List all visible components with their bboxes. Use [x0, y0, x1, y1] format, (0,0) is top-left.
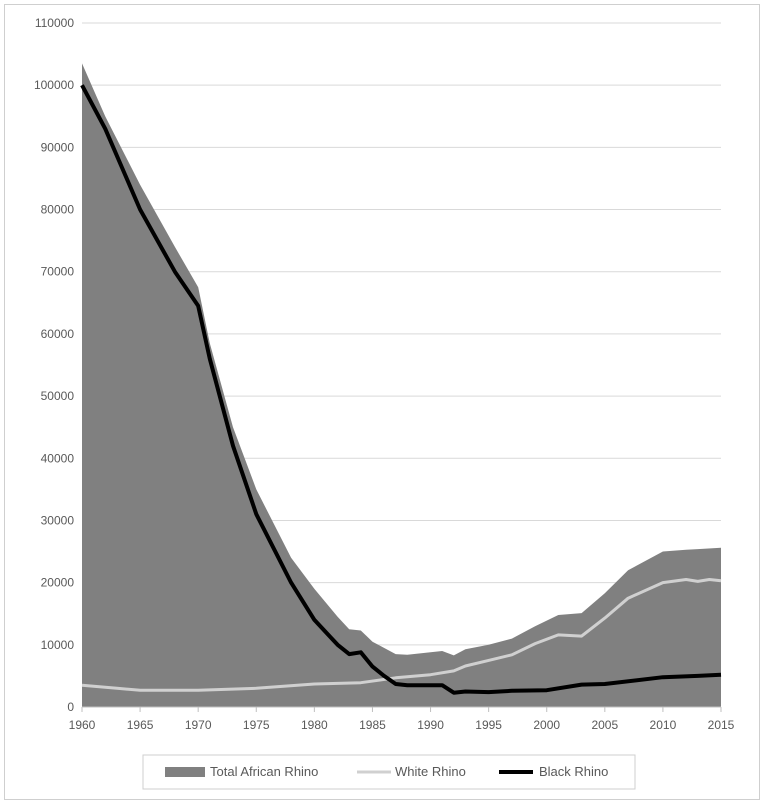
y-tick-label: 30000 — [41, 513, 75, 527]
x-tick-label: 2015 — [708, 718, 735, 732]
x-tick-label: 1965 — [127, 718, 154, 732]
series-line-white-rhino — [81, 578, 722, 692]
x-tick-label: 1985 — [359, 718, 386, 732]
y-tick-label: 40000 — [41, 451, 75, 465]
x-tick-label: 2005 — [591, 718, 618, 732]
x-tick-label: 2010 — [650, 718, 677, 732]
x-tick-label: 1995 — [475, 718, 502, 732]
x-tick-label: 1960 — [69, 718, 96, 732]
y-tick-label: 70000 — [41, 265, 75, 279]
legend-swatch-total-african-rhino — [165, 767, 205, 777]
y-tick-label: 20000 — [41, 576, 75, 590]
y-tick-label: 90000 — [41, 140, 75, 154]
y-axis: 0 10000 20000 30000 40000 50000 60000 70000 8000… — [34, 16, 74, 714]
x-tick-label: 1975 — [243, 718, 270, 732]
series-line-black-rhino — [80, 84, 722, 695]
legend: Total African Rhino White Rhino Black Rhin… — [142, 754, 636, 790]
series-area-total-african-rhino — [82, 63, 721, 707]
x-tick-label: 1970 — [185, 718, 212, 732]
y-tick-label: 0 — [67, 700, 74, 714]
rhino-population-chart: 0 10000 20000 30000 40000 50000 60000 70000 8000… — [34, 16, 735, 790]
plot-area — [80, 63, 722, 707]
y-tick-label: 50000 — [41, 389, 75, 403]
legend-label-total-african-rhino: Total African Rhino — [210, 764, 318, 779]
y-tick-label: 110000 — [35, 16, 74, 30]
legend-label-black-rhino: Black Rhino — [539, 764, 608, 779]
y-tick-label: 80000 — [41, 203, 75, 217]
legend-label-white-rhino: White Rhino — [395, 764, 466, 779]
x-axis: 1960 1965 1970 1975 1980 1985 1990 1995 2000 2005… — [69, 706, 735, 732]
y-tick-label: 10000 — [41, 638, 75, 652]
x-tick-label: 1990 — [417, 718, 444, 732]
x-tick-label: 1980 — [301, 718, 328, 732]
y-tick-label: 100000 — [34, 78, 74, 92]
chart-frame: 0 10000 20000 30000 40000 50000 60000 70000 8000… — [4, 4, 760, 800]
x-tick-label: 2000 — [533, 718, 560, 732]
y-tick-label: 60000 — [41, 327, 75, 341]
